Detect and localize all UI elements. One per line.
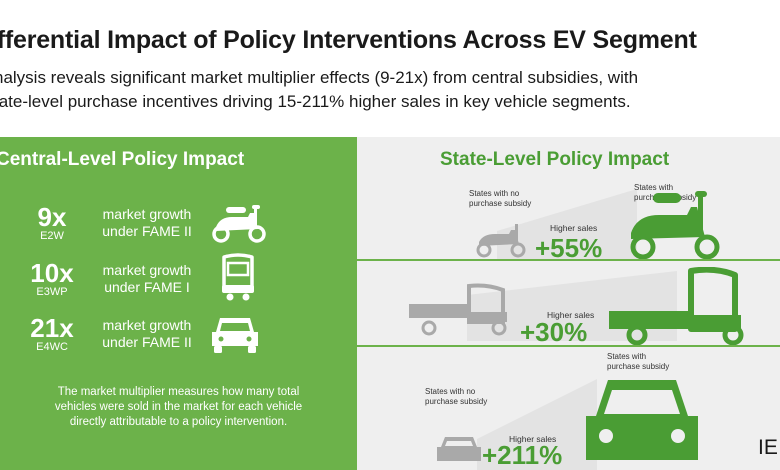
stat-desc-line-1: market growth bbox=[102, 206, 192, 222]
sales-comparison-wedge bbox=[477, 379, 597, 470]
stat-desc-line-2: under FAME I bbox=[104, 279, 190, 295]
car-grey-icon bbox=[437, 437, 481, 461]
note-line-1: The market multiplier measures how many … bbox=[57, 386, 300, 398]
cargo-three-wheeler-green-icon bbox=[609, 267, 744, 346]
scooter-grey-icon bbox=[476, 224, 526, 258]
publisher-logo: IE bbox=[758, 436, 778, 459]
stat-segment: E4WC bbox=[36, 341, 68, 353]
with-subsidy-label: States with purchase subsidy bbox=[607, 352, 669, 372]
label-line-1: States with no bbox=[425, 387, 476, 396]
stat-row-e4wc: 21x E4WC market growth under FAME II bbox=[0, 314, 357, 370]
stat-segment: E2W bbox=[40, 230, 64, 242]
row-divider bbox=[357, 345, 780, 347]
label-line-2: purchase subsidy bbox=[469, 199, 532, 208]
central-panel-title: Central-Level Policy Impact bbox=[0, 149, 245, 170]
no-subsidy-label: States with no purchase subsidy bbox=[425, 387, 487, 407]
stat-desc-line-1: market growth bbox=[102, 262, 192, 278]
note-line-2: vehicles were sold in the market for eac… bbox=[54, 401, 303, 413]
stat-value: 10x bbox=[30, 258, 74, 288]
percent-increase: +211% bbox=[482, 440, 563, 470]
label-line-2: purchase subsidy bbox=[425, 397, 488, 406]
state-panel-title: State-Level Policy Impact bbox=[440, 149, 670, 170]
percent-increase: +55% bbox=[535, 233, 603, 263]
state-policy-panel: State-Level Policy Impact States with no… bbox=[357, 137, 780, 470]
no-subsidy-label: States with no purchase subsidy bbox=[469, 189, 531, 209]
sales-comparison-wedge bbox=[497, 189, 637, 259]
page-subtitle: nalysis reveals significant market multi… bbox=[0, 66, 780, 114]
stat-desc-line-2: under FAME II bbox=[102, 223, 192, 239]
cargo-three-wheeler-grey-icon bbox=[409, 283, 507, 336]
car-green-icon bbox=[586, 380, 698, 460]
stat-description: market growth under FAME II bbox=[82, 317, 212, 351]
car-icon bbox=[212, 318, 258, 353]
higher-sales-label: Higher sales bbox=[509, 434, 557, 444]
label-line-1: States with bbox=[607, 352, 647, 361]
stat-desc-line-1: market growth bbox=[102, 317, 192, 333]
stat-description: market growth under FAME I bbox=[82, 262, 212, 296]
higher-sales-label: Higher sales bbox=[550, 223, 598, 233]
stat-value: 21x bbox=[30, 313, 74, 343]
scooter-green-icon bbox=[630, 191, 720, 260]
page-title: ifferential Impact of Policy Interventio… bbox=[0, 26, 697, 54]
subtitle-line-1: nalysis reveals significant market multi… bbox=[0, 68, 639, 87]
label-line-1: States with bbox=[634, 183, 674, 192]
multiplier-note: The market multiplier measures how many … bbox=[0, 385, 357, 430]
percent-increase: +30% bbox=[520, 317, 588, 347]
row-divider bbox=[357, 259, 780, 261]
subtitle-line-2: tate-level purchase incentives driving 1… bbox=[0, 92, 631, 111]
higher-sales-label: Higher sales bbox=[547, 310, 595, 320]
note-line-3: directly attributable to a policy interv… bbox=[69, 416, 288, 428]
scooter-icon bbox=[212, 205, 266, 243]
stat-value: 9x bbox=[37, 202, 67, 232]
stat-row-e2w: 9x E2W market growth under FAME II bbox=[0, 203, 357, 259]
stat-desc-line-2: under FAME II bbox=[102, 334, 192, 350]
stat-description: market growth under FAME II bbox=[82, 206, 212, 240]
central-policy-panel: Central-Level Policy Impact 9x E2W marke… bbox=[0, 137, 357, 470]
label-line-1: States with no bbox=[469, 189, 520, 198]
auto-rickshaw-icon bbox=[222, 253, 254, 301]
stat-segment: E3WP bbox=[36, 286, 68, 298]
stat-row-e3wp: 10x E3WP market growth under FAME I bbox=[0, 253, 357, 315]
label-line-2: purchase subsidy bbox=[607, 362, 670, 371]
